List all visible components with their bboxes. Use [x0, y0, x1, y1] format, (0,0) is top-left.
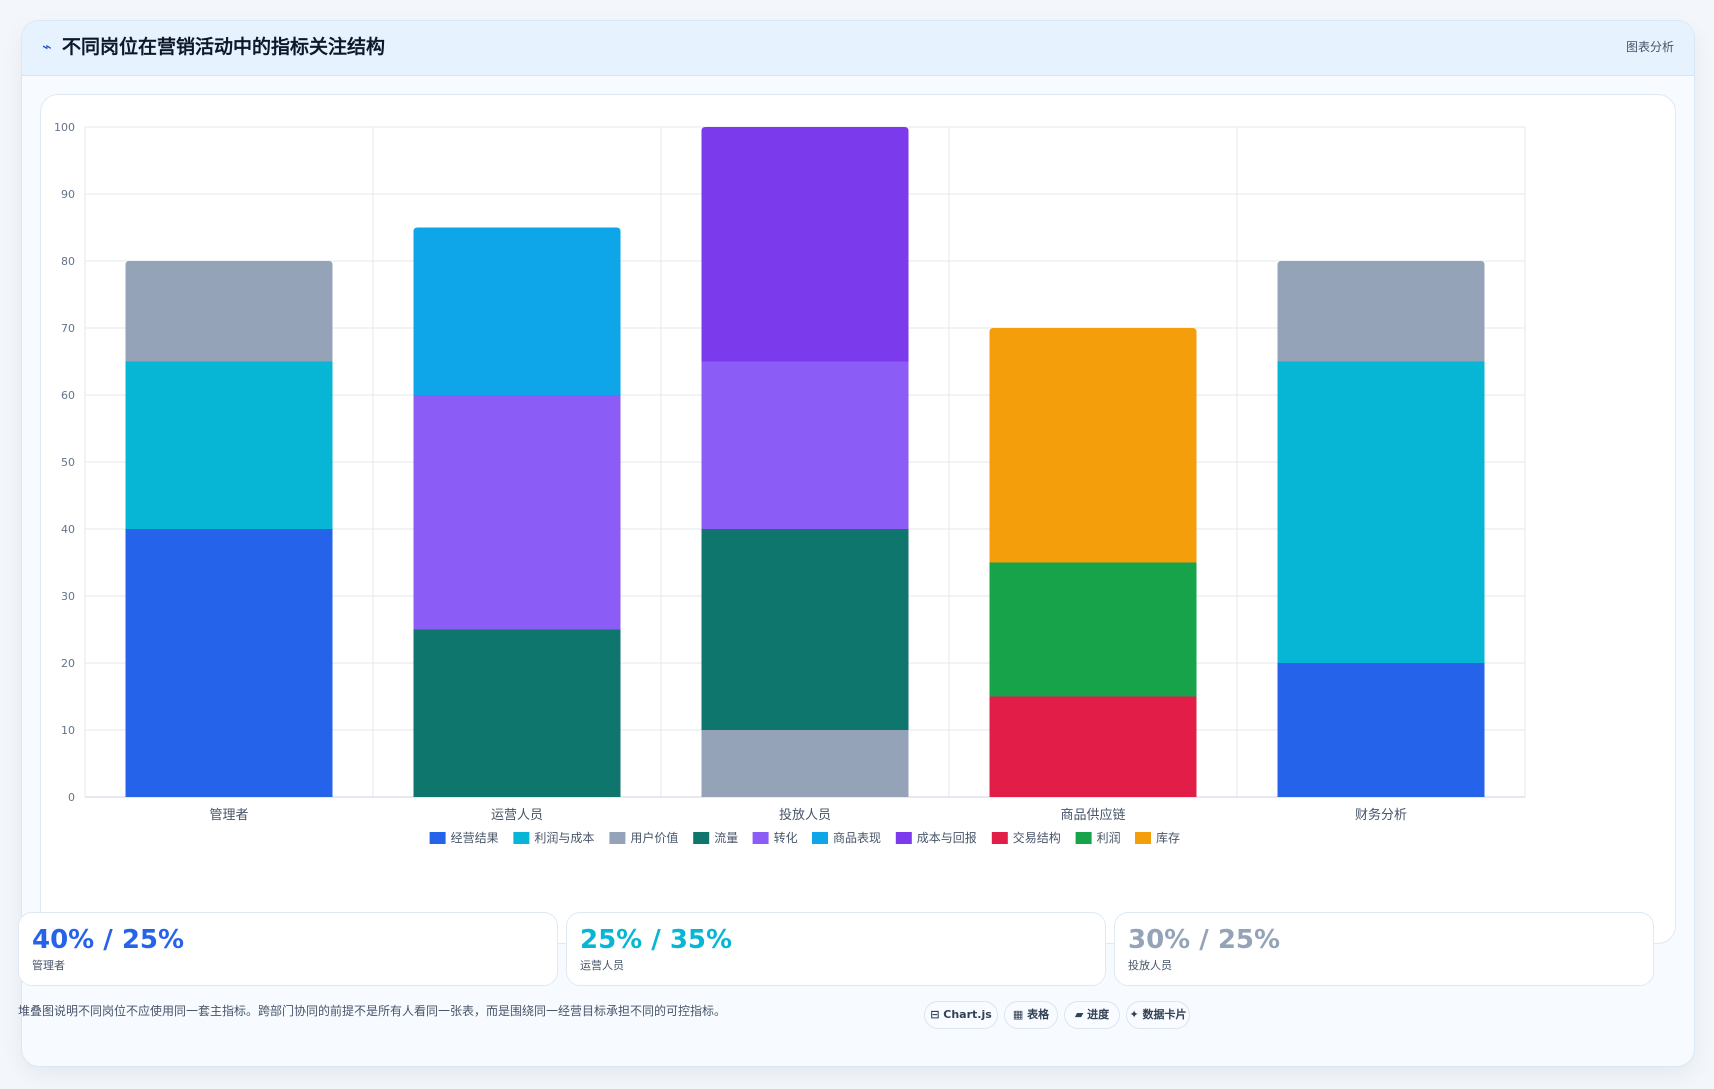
chart-legend: 经营结果 利润与成本 用户价值 流量 转化 商品表现 成本与回报 交易结构 利润 库存	[429, 830, 1180, 845]
bar-segment[interactable]	[413, 395, 621, 630]
x-tick-label: 运营人员	[491, 808, 543, 823]
y-tick-label: 30	[61, 590, 75, 603]
bar-segment[interactable]	[989, 696, 1197, 798]
bar-stacks	[125, 127, 1485, 798]
legend-label: 转化	[774, 830, 798, 845]
card-header: ⌁ 不同岗位在营销活动中的指标关注结构 图表分析	[22, 21, 1694, 76]
chart-line-icon: ⌁	[42, 37, 52, 56]
bar-segment[interactable]	[413, 227, 621, 396]
chart-note: 堆叠图说明不同岗位不应使用同一套主指标。跨部门协同的前提不是所有人看同一张表，而…	[18, 1004, 727, 1018]
y-tick-label: 100	[54, 121, 75, 134]
chart-analysis-tag: 图表分析	[1625, 40, 1674, 54]
legend-label: 流量	[714, 831, 738, 845]
y-tick-label: 20	[61, 657, 75, 670]
legend-swatch	[812, 832, 828, 844]
kpi-value-operations: 25% / 35%	[580, 925, 733, 955]
y-tick-label: 90	[61, 188, 75, 201]
y-tick-label: 40	[61, 523, 75, 536]
legend-label: 利润与成本	[534, 831, 594, 845]
x-tick-label: 管理者	[209, 808, 248, 823]
stacked-bar-chart: 0 10 20 30 40 50 60 70 80 90 100 管理者 运营人员 投放人员 商品供应链 财务…	[54, 121, 1526, 845]
legend-swatch	[1135, 832, 1151, 844]
table-pill[interactable]: ▦ 表格	[1004, 1001, 1058, 1029]
y-tick-label: 0	[68, 791, 75, 804]
bar-segment[interactable]	[701, 730, 909, 797]
legend-item[interactable]: 成本与回报	[895, 830, 977, 845]
chart-area: 0 10 20 30 40 50 60 70 80 90 100 管理者 运营人员 投放人员 商品供应链 财务…	[40, 94, 1676, 944]
legend-swatch	[609, 832, 626, 844]
legend-swatch	[429, 832, 446, 844]
kpi-label-operations: 运营人员	[580, 959, 624, 972]
bar-segment[interactable]	[1277, 663, 1485, 797]
kpi-card-ads: 30% / 25% 投放人员	[1114, 912, 1654, 986]
legend-item[interactable]: 流量	[693, 831, 738, 845]
bar-segment[interactable]	[125, 261, 333, 362]
bar-segment[interactable]	[989, 328, 1197, 563]
legend-item[interactable]: 库存	[1135, 830, 1180, 845]
legend-label: 交易结构	[1013, 830, 1061, 845]
chart-title: 不同岗位在营销活动中的指标关注结构	[62, 36, 386, 58]
legend-swatch	[895, 832, 912, 844]
legend-label: 商品表现	[833, 830, 881, 845]
bar-segment[interactable]	[1277, 261, 1485, 362]
progress-pill[interactable]: ▰ 进度	[1064, 1001, 1120, 1029]
bar-segment[interactable]	[701, 127, 909, 362]
bar-segment[interactable]	[125, 361, 333, 530]
bar-segment[interactable]	[1277, 361, 1485, 664]
x-tick-label: 商品供应链	[1060, 807, 1125, 823]
bar-segment[interactable]	[701, 529, 909, 730]
legend-item[interactable]: 用户价值	[609, 830, 678, 845]
y-tick-label: 10	[61, 724, 75, 737]
x-tick-label: 财务分析	[1355, 807, 1407, 823]
legend-label: 经营结果	[451, 831, 499, 845]
legend-item[interactable]: 商品表现	[812, 830, 881, 845]
kpi-value-ads: 30% / 25%	[1128, 925, 1281, 955]
legend-item[interactable]: 交易结构	[991, 830, 1061, 845]
legend-item[interactable]: 利润与成本	[513, 831, 594, 845]
x-tick-label: 投放人员	[779, 807, 831, 823]
chartjs-pill[interactable]: ⊟ Chart.js	[924, 1001, 998, 1029]
legend-label: 成本与回报	[917, 830, 977, 845]
kpi-card-manager: 40% / 25% 管理者	[18, 912, 558, 986]
legend-item[interactable]: 利润	[1075, 831, 1121, 845]
chart-card: ⌁ 不同岗位在营销活动中的指标关注结构 图表分析 0 10 20 30 40 50 60 70…	[21, 20, 1695, 1067]
bar-segment[interactable]	[413, 629, 621, 798]
data-card-pill[interactable]: ✦ 数据卡片	[1126, 1001, 1190, 1029]
legend-swatch	[693, 832, 710, 844]
legend-item[interactable]: 经营结果	[429, 831, 499, 845]
legend-swatch	[1075, 832, 1092, 844]
kpi-row: 40% / 25% 管理者 25% / 35% 运营人员 30% / 25% 投…	[18, 912, 1654, 986]
y-tick-label: 50	[61, 456, 75, 469]
y-tick-label: 80	[61, 255, 75, 268]
legend-label: 利润	[1097, 831, 1121, 845]
legend-item[interactable]: 转化	[752, 830, 798, 845]
legend-swatch	[752, 832, 769, 844]
legend-label: 库存	[1156, 830, 1180, 845]
kpi-card-operations: 25% / 35% 运营人员	[566, 912, 1106, 986]
kpi-label-ads: 投放人员	[1128, 959, 1172, 972]
kpi-label-manager: 管理者	[32, 959, 65, 972]
bar-segment[interactable]	[701, 361, 909, 530]
bar-segment[interactable]	[989, 562, 1197, 697]
bar-segment[interactable]	[125, 529, 333, 797]
legend-swatch	[513, 832, 530, 844]
y-tick-label: 70	[61, 322, 75, 335]
legend-label: 用户价值	[630, 830, 678, 845]
y-tick-label: 60	[61, 389, 75, 402]
kpi-value-manager: 40% / 25%	[32, 925, 185, 955]
legend-swatch	[991, 832, 1008, 844]
